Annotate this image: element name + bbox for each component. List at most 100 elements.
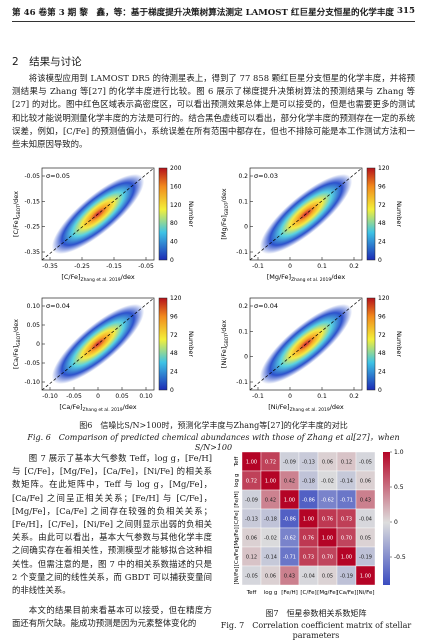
- cell-value: 0.05: [322, 574, 333, 580]
- colorbar: [158, 297, 168, 391]
- cell-value: 1.00: [246, 460, 257, 466]
- colorbar-tick-label: 24: [378, 369, 386, 376]
- subscript: GBDT: [16, 333, 22, 346]
- x-tick-label: -0.25: [74, 263, 90, 270]
- cell-value: -0.71: [283, 555, 296, 561]
- y-axis-label: [Ca/Fe]GBDT/dex: [12, 319, 22, 369]
- y-tick-label: 0: [244, 354, 248, 361]
- colorbar-tick-label: 96: [170, 313, 178, 320]
- element: [Ni/Fe]: [268, 403, 289, 411]
- cell-value: 0.12: [341, 460, 352, 466]
- cell-value: -0.09: [283, 460, 296, 466]
- y-tick-label: 0.1: [238, 328, 248, 335]
- row-label: Teff: [234, 456, 240, 467]
- cell-value: -0.62: [283, 536, 296, 542]
- unit: /dex: [123, 403, 137, 411]
- cell-value: 0.73: [341, 517, 352, 523]
- colorbar-tick-label: 120: [378, 165, 390, 172]
- cell-value: -0.14: [264, 555, 277, 561]
- figure-caption-cn: 图7 恒星参数相关系数矩阵: [265, 609, 367, 618]
- y-tick-label: 0.05: [27, 322, 41, 329]
- column-label: [Ni/Fe]: [356, 590, 374, 596]
- one-to-one-line: [41, 167, 155, 261]
- colorbar: [383, 452, 390, 585]
- element: [Ni/Fe]: [220, 347, 228, 368]
- x-tick-label: -0.05: [66, 393, 82, 400]
- cell-value: -0.09: [245, 498, 258, 504]
- x-tick-label: -0.15: [106, 263, 122, 270]
- figure-7: 1.00 0.72 -0.09 -0.13 0.06 0.12 -0.050.72 1.00 0…: [234, 449, 406, 596]
- cell-value: -0.13: [302, 460, 315, 466]
- colorbar-tick-label: 48: [170, 350, 178, 357]
- y-axis-label: [Ni/Fe]GBDT/dex: [220, 320, 230, 368]
- cell-value: -0.71: [340, 498, 353, 504]
- cell-value: -0.04: [359, 517, 372, 523]
- sigma-label: σ=0.04: [254, 302, 278, 310]
- cell-value: 0.43: [360, 498, 371, 504]
- cell-value: 0.06: [322, 460, 333, 466]
- colorbar-tick-label: 40: [170, 239, 178, 246]
- element: [C/Fe]: [12, 218, 20, 237]
- cell-value: -0.62: [321, 498, 334, 504]
- y-tick-label: -0.25: [24, 224, 40, 231]
- cell-value: -0.05: [245, 574, 258, 580]
- figure-caption-en: Fig. 6 Comparison of predicted chemical …: [27, 433, 400, 452]
- colorbar-tick-label: 72: [378, 202, 386, 209]
- colorbar-tick-label: 72: [378, 332, 386, 339]
- cell-value: -0.14: [340, 479, 353, 485]
- x-tick-label: -0.1: [252, 393, 264, 400]
- row-label: [Ni/Fe]: [234, 566, 240, 584]
- x-tick-label: -0.10: [42, 393, 58, 400]
- cell-value: 1.00: [284, 498, 295, 504]
- y-tick-label: -0.15: [24, 198, 40, 205]
- page-number: 315: [397, 6, 415, 16]
- y-tick-label: 0: [244, 224, 248, 231]
- cell-value: -0.18: [302, 479, 315, 485]
- subscript: Zhang et al. 2019: [291, 277, 331, 283]
- cell-value: 0.70: [341, 536, 352, 542]
- one-to-one-line: [41, 297, 155, 391]
- subscript: GBDT: [16, 205, 22, 218]
- column-label: [Ca/Fe]: [337, 590, 357, 596]
- figure-caption-en: Fig. 7 Correlation coefficient matrix of…: [220, 621, 412, 640]
- cell-value: 1.00: [360, 574, 371, 580]
- column-label: Teff: [246, 590, 257, 596]
- subscript: GBDT: [224, 202, 230, 215]
- colorbar-tick-label: 0: [170, 257, 174, 264]
- element: [Ca/Fe]: [12, 346, 20, 369]
- column-label: [Mg/Fe]: [317, 590, 338, 596]
- cell-value: 1.00: [322, 536, 333, 542]
- subscript: Zhang et al. 2019: [290, 407, 330, 413]
- colorbar-tick-label: 120: [170, 202, 182, 209]
- y-tick-label: -0.10: [24, 379, 40, 386]
- cell-value: 0.42: [265, 498, 276, 504]
- subscript: Zhang et al. 2019: [81, 277, 121, 283]
- cell-value: 0.05: [360, 536, 371, 542]
- cell-value: 1.00: [265, 479, 276, 485]
- cell-value: -0.18: [264, 517, 277, 523]
- row-label: log g: [234, 474, 240, 488]
- cell-value: -0.02: [264, 536, 277, 542]
- colorbar-tick-label: 0: [378, 387, 382, 394]
- cell-value: -0.19: [359, 555, 372, 561]
- colorbar-tick-label: 48: [378, 220, 386, 227]
- x-axis-label: [Mg/Fe]Zhang et al. 2019/dex: [267, 273, 346, 283]
- colorbar-tick-label: 120: [378, 295, 390, 302]
- matrix-cell: [355, 565, 376, 586]
- cell-value: 0.72: [246, 479, 257, 485]
- colorbar-label: Number: [395, 201, 403, 227]
- column-label: log g: [264, 590, 278, 596]
- x-tick-label: -0.1: [252, 263, 264, 270]
- cell-value: -0.04: [302, 574, 315, 580]
- cell-value: 0.76: [322, 517, 333, 523]
- colorbar-label: Number: [395, 331, 403, 357]
- x-axis-label: [Ca/Fe]Zhang et al. 2019/dex: [59, 403, 136, 413]
- paragraph: 将该模型应用到 LAMOST DR5 的待测星表上，得到了 77 858 颗红巨…: [12, 73, 415, 150]
- x-tick-label: 0: [288, 393, 292, 400]
- colorbar-tick-label: 24: [170, 369, 178, 376]
- colorbar-tick-label: 1.0: [394, 449, 404, 456]
- element: [Mg/Fe]: [267, 273, 291, 281]
- subscript: GBDT: [224, 334, 230, 347]
- colorbar-tick-label: 0: [394, 519, 398, 526]
